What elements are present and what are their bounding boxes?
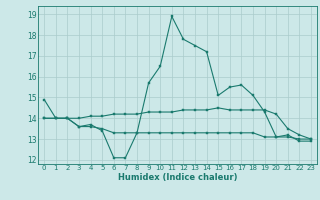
X-axis label: Humidex (Indice chaleur): Humidex (Indice chaleur)	[118, 173, 237, 182]
